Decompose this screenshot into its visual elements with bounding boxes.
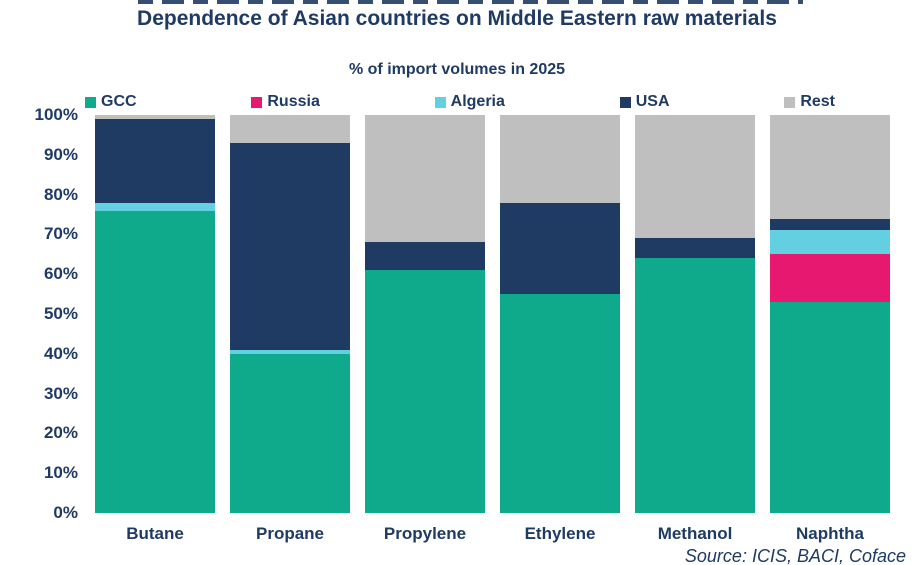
legend-item-gcc: GCC (85, 93, 137, 111)
segment-propylene-usa (365, 242, 485, 271)
segment-butane-gcc (95, 210, 215, 513)
bar-methanol (635, 115, 755, 513)
bar-propylene (365, 115, 485, 513)
legend-label: Russia (267, 93, 320, 110)
bar-propane (230, 115, 350, 513)
plot-area (95, 115, 890, 513)
segment-butane-usa (95, 119, 215, 203)
chart-title: Dependence of Asian countries on Middle … (137, 7, 777, 30)
segment-propylene-rest (365, 115, 485, 243)
bar-butane (95, 115, 215, 513)
x-label-propane: Propane (255, 524, 325, 543)
chart-subtitle: % of import volumes in 2025 (348, 61, 566, 78)
segment-propane-gcc (230, 353, 350, 513)
y-tick-label: 20% (43, 423, 78, 443)
x-label-butane: Butane (126, 524, 184, 543)
y-tick-label: 50% (43, 304, 78, 323)
segment-naphtha-gcc (770, 302, 890, 513)
y-tick-label: 100% (34, 105, 78, 124)
x-label-methanol: Methanol (657, 524, 733, 543)
y-tick-label: 30% (43, 383, 78, 403)
segment-ethylene-usa (500, 202, 620, 295)
x-label-propylene: Propylene (383, 524, 467, 543)
segment-ethylene-rest (500, 115, 620, 203)
x-label-naphtha: Naphtha (796, 524, 864, 543)
segment-methanol-usa (635, 238, 755, 259)
x-label-ethylene: Ethylene (524, 524, 596, 543)
segment-methanol-rest (635, 115, 755, 239)
legend-label: GCC (101, 93, 137, 110)
legend-item-algeria: Algeria (434, 93, 505, 111)
y-tick-label: 40% (43, 343, 78, 363)
source-note: Source: ICIS, BACI, Coface (684, 546, 906, 565)
y-axis: 100% 90% 80% 70% 60% 50% 40% 30% 20% 10% 0% (0, 0, 78, 565)
segment-naphtha-algeria (770, 230, 890, 255)
y-tick-label: 0% (53, 503, 78, 522)
segment-propylene-gcc (365, 270, 485, 513)
legend-label: Algeria (450, 93, 505, 110)
bar-ethylene (500, 115, 620, 513)
legend-item-russia: Russia (251, 93, 320, 111)
legend-swatch-usa (619, 96, 631, 108)
bar-naphtha (770, 115, 890, 513)
legend-label: Rest (800, 93, 835, 110)
legend-swatch-algeria (434, 96, 446, 108)
legend-swatch-russia (251, 96, 263, 108)
legend-swatch-gcc (85, 96, 96, 108)
legend-swatch-rest (784, 96, 796, 108)
segment-propane-usa (230, 142, 350, 350)
y-tick-label: 10% (43, 463, 78, 483)
segment-propane-rest (230, 115, 350, 143)
segment-methanol-gcc (635, 258, 755, 513)
legend-label: USA (635, 93, 670, 110)
legend-item-rest: Rest (784, 93, 835, 111)
y-tick-label: 80% (43, 184, 78, 204)
segment-butane-rest (95, 115, 215, 119)
x-axis-labels: Butane Propane Propylene Ethylene Methanol Na… (95, 524, 890, 544)
legend: GCC Russia Algeria USA Rest (85, 92, 835, 112)
segment-propane-algeria (230, 349, 350, 354)
segment-naphtha-usa (770, 218, 890, 231)
segment-ethylene-gcc (500, 294, 620, 513)
segment-butane-algeria (95, 202, 215, 211)
segment-naphtha-russia (770, 254, 890, 303)
legend-item-usa: USA (619, 93, 670, 111)
segment-naphtha-rest (770, 115, 890, 219)
clipped-text-artifact (138, 0, 803, 4)
y-tick-label: 60% (43, 264, 78, 284)
y-tick-label: 90% (43, 144, 78, 164)
y-tick-label: 70% (43, 224, 78, 244)
